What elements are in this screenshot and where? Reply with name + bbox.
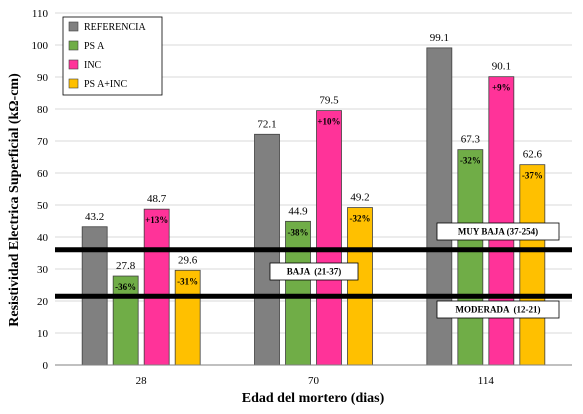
bar: [174, 269, 201, 366]
legend-label: PS A+INC: [84, 79, 127, 90]
data-label: 49.2: [350, 192, 369, 204]
zone-label-box: [436, 300, 560, 319]
legend-swatch: [68, 59, 79, 70]
y-tick-label: 30: [37, 264, 49, 276]
y-tick-labels: 0 10 20 30 40 50 60 70 80 90 100 110: [32, 8, 49, 372]
data-label: 67.3: [461, 134, 481, 146]
zone-label-box: [269, 262, 359, 281]
legend-swatch: [68, 78, 79, 89]
bar: [143, 208, 170, 366]
x-axis-title: Edad del mortero (dias): [242, 391, 385, 406]
y-tick-label: 40: [37, 232, 49, 244]
gridlines: [55, 12, 572, 334]
change-label: -36%: [115, 282, 136, 292]
data-label: 79.5: [319, 95, 339, 107]
y-tick-label: 70: [37, 136, 49, 148]
x-tick-label: 28: [136, 375, 148, 387]
zone-label: MUY BAJA (37-254): [458, 227, 538, 237]
y-tick-label: 10: [37, 328, 49, 340]
y-axis-title: Resistividad Electrica Superficial (kΩ-c…: [7, 73, 22, 327]
change-label: +13%: [145, 215, 168, 225]
y-tick-label: 0: [43, 360, 49, 372]
y-tick-label: 50: [37, 200, 49, 212]
legend-swatch: [68, 40, 79, 51]
x-tick-labels: 28 70 114: [136, 375, 495, 387]
data-label: 90.1: [492, 61, 511, 73]
legend-box: [62, 16, 163, 96]
data-label: 29.6: [178, 254, 198, 266]
zone-label: MODERADA (12-21): [456, 305, 541, 315]
bar: [488, 76, 515, 366]
x-tick-label: 114: [478, 375, 495, 387]
legend: REFERENCIA PS A INC PS A+INC: [62, 16, 163, 96]
change-label: +9%: [492, 83, 511, 93]
x-tick-label: 70: [308, 375, 320, 387]
y-tick-label: 110: [32, 8, 49, 20]
bar: [347, 207, 373, 366]
bar: [112, 275, 139, 366]
legend-label: INC: [84, 60, 102, 71]
y-tick-label: 80: [37, 104, 49, 116]
change-label: -31%: [177, 276, 198, 286]
data-label: 44.9: [288, 205, 308, 217]
change-label: -32%: [460, 156, 481, 166]
change-label: -38%: [288, 227, 309, 237]
data-label: 99.1: [430, 32, 449, 44]
change-label: -32%: [350, 214, 371, 224]
y-tick-label: 90: [37, 72, 49, 84]
data-label: 27.8: [116, 260, 136, 272]
change-label: +10%: [317, 117, 340, 127]
bar: [285, 220, 311, 366]
thresholds: MUY BAJA (37-254) BAJA (21-37) MODERADA (1…: [55, 222, 572, 319]
bar: [519, 164, 546, 366]
bar: [316, 110, 342, 366]
data-label: 43.2: [85, 211, 104, 223]
legend-label: PS A: [84, 41, 105, 52]
data-label: 48.7: [147, 193, 167, 205]
legend-label: REFERENCIA: [84, 22, 146, 33]
y-tick-label: 60: [37, 168, 49, 180]
bar: [457, 149, 484, 366]
zone-label-box: [436, 222, 560, 241]
change-label: -37%: [522, 171, 543, 181]
data-label: 72.1: [257, 118, 276, 130]
legend-swatch: [68, 21, 79, 32]
zone-label: BAJA (21-37): [287, 267, 342, 277]
data-label: 62.6: [523, 149, 543, 161]
y-tick-label: 20: [37, 296, 49, 308]
y-tick-label: 100: [32, 40, 49, 52]
